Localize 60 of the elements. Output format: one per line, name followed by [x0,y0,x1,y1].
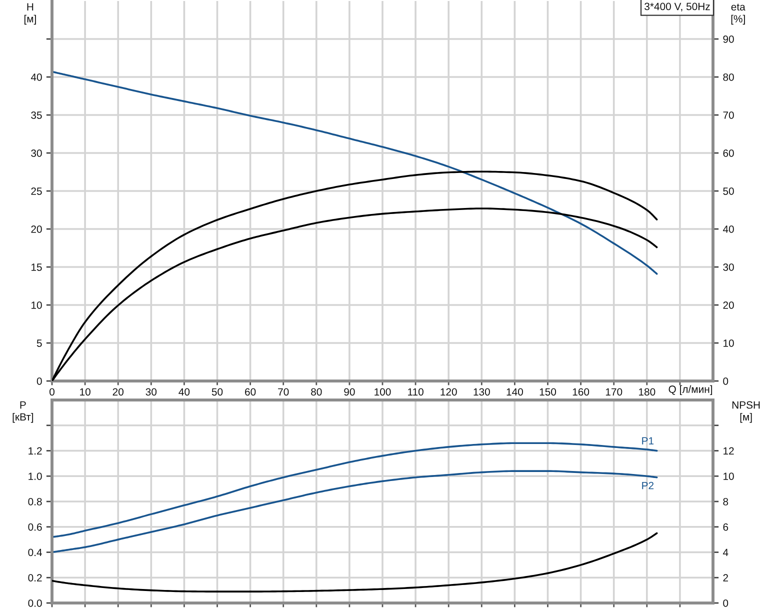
x-tick-label: 150 [540,388,556,396]
y2-tick-label: 70 [723,112,734,119]
y2-tick-label: 30 [723,264,734,271]
x-tick-label: 70 [278,388,289,396]
x-tick-label: 140 [506,388,523,396]
y-tick-label: 35 [31,112,42,119]
y2-tick-label: 6 [723,523,728,531]
y2-tick-label: 40 [722,226,734,233]
y2-tick-label: 0 [723,600,728,607]
y2-tick-label: 2 [723,574,728,582]
y2-tick-label: 20 [723,302,734,309]
x-tick-label: 160 [572,388,590,396]
y-tick-label: 10 [31,302,42,309]
x-tick-label: 40 [178,388,190,396]
x-tick-label: 130 [474,388,490,396]
y2-tick-label: 10 [724,340,734,347]
y-tick-label: 30 [31,150,42,157]
y2-tick-label: 60 [723,150,734,157]
y-tick-label: 0.2 [28,574,42,582]
y-tick-label: 1.0 [28,472,42,480]
x-tick-label: 120 [440,388,457,396]
x-tick-label: 0 [50,388,54,396]
y2-tick-label: 90 [723,36,734,43]
y-tick-label: 40 [30,74,42,81]
y2-tick-label: 12 [724,447,734,455]
x-tick-label: 60 [245,388,256,396]
y2-tick-label: 10 [724,472,734,480]
series-label: P2 [642,482,654,490]
y-tick-label: 20 [31,226,42,233]
x-tick-label: 80 [311,388,322,396]
y-tick-label: 0.6 [28,523,42,531]
series-label: P1 [642,437,654,444]
y-tick-label: 1.2 [28,447,42,455]
y2-tick-label: 50 [723,188,734,195]
annotation: 3*400 V, 50Hz [644,2,710,12]
x-tick-label: 10 [80,388,90,396]
y-tick-label: 0.4 [28,548,42,556]
y2-axis-title: NPSH [м] [732,401,760,423]
x-tick-label: 20 [112,388,124,396]
x-tick-label: 90 [344,388,355,396]
x-axis-title: Q [л/мин] [668,385,712,395]
x-tick-label: 170 [606,388,622,396]
x-tick-label: 100 [374,388,391,396]
y-axis-title: H [м] [24,3,36,25]
y2-tick-label: 0 [723,378,728,385]
y-tick-label: 15 [31,264,42,271]
y-tick-label: 0 [36,378,42,385]
y2-tick-label: 4 [722,548,728,556]
y-tick-label: 0.8 [28,498,42,506]
x-tick-label: 180 [639,388,656,396]
x-tick-label: 50 [212,388,223,396]
y2-tick-label: 80 [723,74,734,81]
y2-axis-title: eta [%] [731,4,746,25]
y-tick-label: 25 [31,188,42,195]
x-tick-label: 110 [408,388,424,396]
y-tick-label: 5 [36,340,42,347]
y2-tick-label: 8 [723,498,728,506]
y-axis-title: P [кВт] [12,401,34,423]
y-tick-label: 0.0 [28,600,42,607]
x-tick-label: 30 [146,388,157,396]
